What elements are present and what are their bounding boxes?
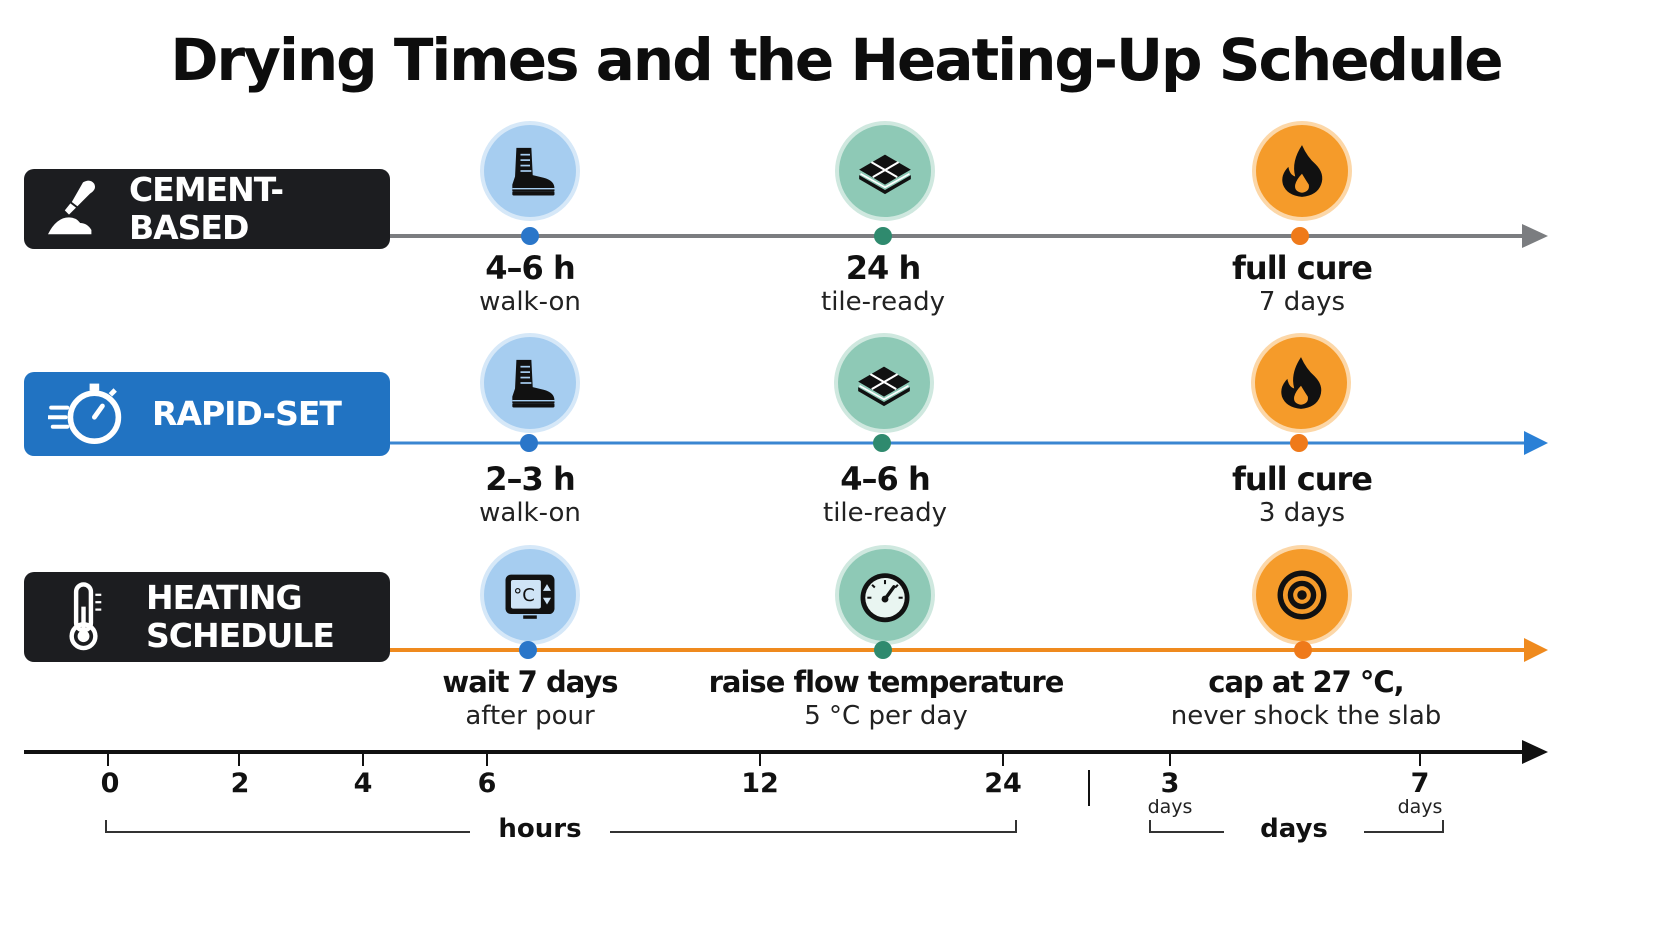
event-label: raise flow temperature 5 °C per day <box>686 664 1086 732</box>
tick-label-hours: 12 <box>741 768 779 799</box>
tiles-icon <box>834 333 934 433</box>
hours-span-label: hours <box>470 814 610 844</box>
event-value: cap at 27 °C, <box>1208 665 1404 699</box>
tiles-icon <box>835 121 935 221</box>
event-caption: 7 days <box>1258 287 1346 317</box>
event-value: 4–6 h <box>485 249 575 287</box>
tick-unit-days: days <box>1397 796 1443 818</box>
page-title: Drying Times and the Heating-Up Schedule <box>170 26 1503 94</box>
days-span-label: days <box>1224 814 1364 844</box>
tick-label-hours: 24 <box>984 768 1022 799</box>
event-caption: walk-on <box>479 287 581 317</box>
event-label: full cure 3 days <box>1122 461 1482 529</box>
event-value: full cure <box>1231 249 1373 287</box>
fire-icon <box>1251 333 1351 433</box>
event-caption: after pour <box>465 701 595 731</box>
stopwatch-icon <box>24 372 152 456</box>
time-axis <box>24 740 1548 833</box>
row-label-cement: CEMENT-BASED <box>24 169 390 249</box>
fire-icon <box>1252 121 1352 221</box>
row-label-text: CEMENT-BASED <box>128 170 284 247</box>
event-value: 4–6 h <box>840 460 930 498</box>
event-caption: never shock the slab <box>1170 701 1442 731</box>
event-caption: walk-on <box>479 498 581 528</box>
milestone-dot <box>874 227 892 245</box>
tick-label-hours: 6 <box>477 768 497 799</box>
boot-icon <box>480 121 580 221</box>
row-label-text: HEATING SCHEDULE <box>146 578 335 655</box>
milestone-dot <box>1294 641 1312 659</box>
milestone-dot <box>1290 434 1308 452</box>
milestone-dot <box>874 641 892 659</box>
tick-label-days: 7 <box>1410 768 1430 799</box>
gauge-icon <box>835 545 935 645</box>
trowel-icon <box>24 169 129 249</box>
thermometer-icon <box>24 572 146 662</box>
thermostat-icon: °C <box>480 545 580 645</box>
milestone-dot <box>519 641 537 659</box>
event-caption: 3 days <box>1258 498 1346 528</box>
target-icon <box>1252 545 1352 645</box>
event-label: full cure 7 days <box>1122 250 1482 318</box>
row-line-cement <box>365 224 1548 248</box>
tick-label-days: 3 <box>1160 768 1180 799</box>
event-label: wait 7 days after pour <box>350 664 710 732</box>
event-label: cap at 27 °C, never shock the slab <box>1106 664 1506 732</box>
row-label-rapid: RAPID-SET <box>24 372 390 456</box>
event-caption: tile-ready <box>821 287 945 317</box>
row-line-heating <box>365 638 1548 662</box>
event-label: 24 h tile-ready <box>703 250 1063 318</box>
milestone-dot <box>521 227 539 245</box>
tick-label-hours: 4 <box>353 768 373 799</box>
event-label: 4–6 h tile-ready <box>705 461 1065 529</box>
tick-unit-days: days <box>1147 796 1193 818</box>
event-value: 2–3 h <box>485 460 575 498</box>
row-line-rapid <box>365 431 1548 455</box>
event-caption: 5 °C per day <box>804 701 968 731</box>
milestone-dot <box>520 434 538 452</box>
event-value: raise flow temperature <box>708 665 1065 699</box>
milestone-dot <box>873 434 891 452</box>
event-value: 24 h <box>845 249 921 287</box>
event-caption: tile-ready <box>823 498 947 528</box>
row-label-heating: HEATING SCHEDULE <box>24 572 390 662</box>
milestone-dot <box>1291 227 1309 245</box>
tick-label-hours: 0 <box>100 768 120 799</box>
event-label: 4–6 h walk-on <box>350 250 710 318</box>
tick-label-hours: 2 <box>230 768 250 799</box>
event-value: full cure <box>1231 460 1373 498</box>
boot-icon <box>480 333 580 433</box>
event-value: wait 7 days <box>442 665 618 699</box>
thermostat-display-text: °C <box>513 585 535 606</box>
event-label: 2–3 h walk-on <box>350 461 710 529</box>
row-label-text: RAPID-SET <box>152 394 342 433</box>
